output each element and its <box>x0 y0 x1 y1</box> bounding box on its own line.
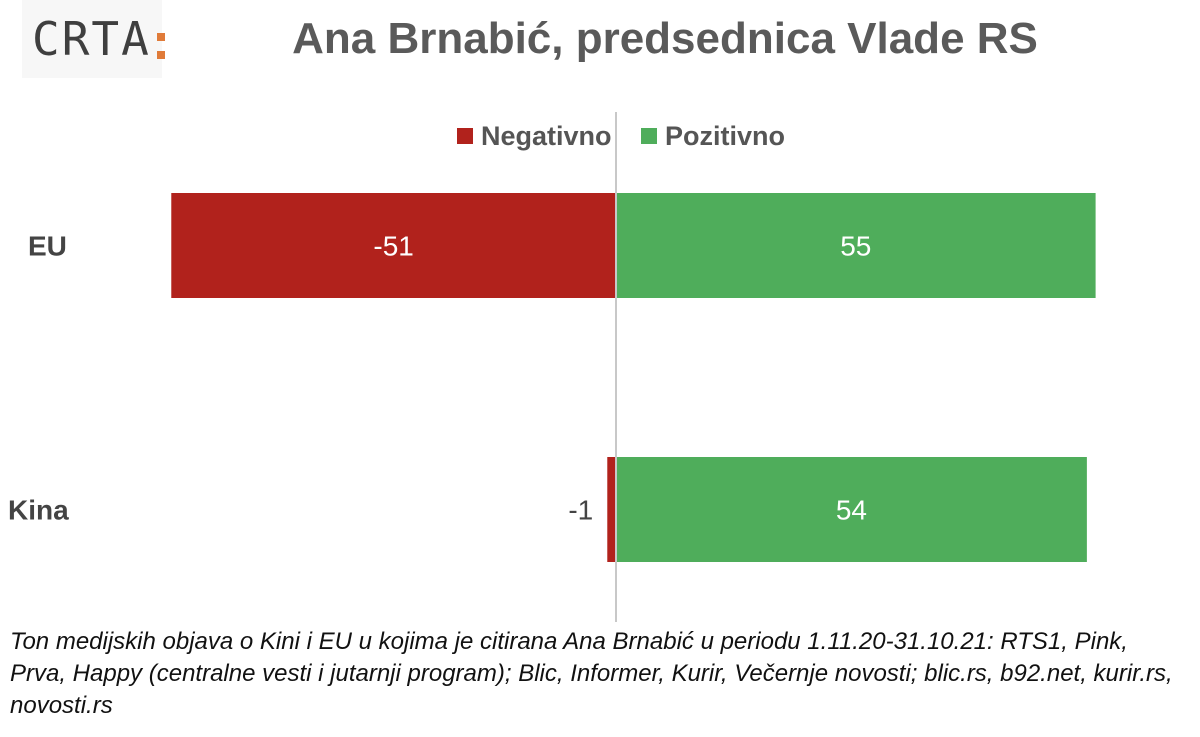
legend-label-negativno: Negativno <box>481 121 612 151</box>
crta-logo: CRTA <box>22 0 165 78</box>
legend-label-pozitivno: Pozitivno <box>665 121 785 151</box>
data-label-pozitivno-kina: 54 <box>836 495 867 526</box>
bar-pozitivno-eu <box>616 193 1096 298</box>
legend-swatch-pozitivno <box>641 128 657 144</box>
bar-pozitivno-kina <box>616 457 1087 562</box>
data-label-negativno-kina: -1 <box>568 495 593 526</box>
chart-title: Ana Brnabić, predsednica Vlade RS <box>292 14 1038 63</box>
bar-negativno-eu <box>171 193 616 298</box>
footnote: Ton medijskih objava o Kini i EU u kojim… <box>10 628 1173 719</box>
logo-colon-icon <box>156 33 165 59</box>
logo-text: CRTA <box>32 12 151 66</box>
category-label-kina: Kina <box>8 495 69 526</box>
data-label-pozitivno-eu: 55 <box>840 231 871 262</box>
bar-negativno-kina <box>607 457 616 562</box>
legend-swatch-negativno <box>457 128 473 144</box>
data-label-negativno-eu: -51 <box>373 231 413 262</box>
category-label-eu: EU <box>28 231 67 262</box>
